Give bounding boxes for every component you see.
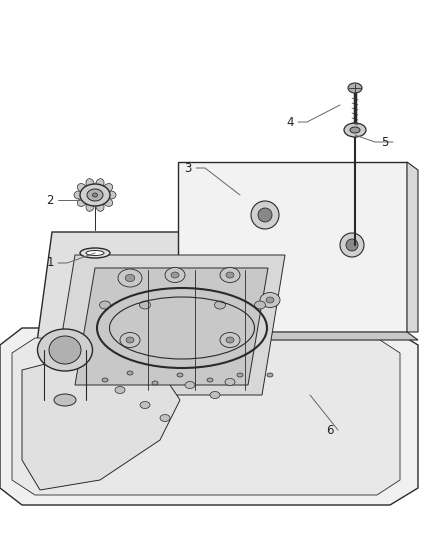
Ellipse shape: [86, 201, 94, 211]
Text: 4: 4: [286, 116, 294, 128]
Ellipse shape: [260, 293, 280, 308]
Ellipse shape: [126, 337, 134, 343]
Ellipse shape: [125, 274, 135, 281]
Ellipse shape: [99, 301, 110, 309]
Ellipse shape: [266, 297, 274, 303]
Ellipse shape: [103, 198, 113, 206]
Polygon shape: [28, 232, 320, 408]
Ellipse shape: [348, 83, 362, 93]
Text: 1: 1: [46, 256, 54, 270]
Ellipse shape: [220, 333, 240, 348]
Ellipse shape: [118, 269, 142, 287]
Ellipse shape: [160, 415, 170, 422]
Ellipse shape: [92, 193, 98, 197]
Ellipse shape: [80, 248, 110, 258]
Ellipse shape: [350, 127, 360, 133]
Ellipse shape: [127, 371, 133, 375]
Ellipse shape: [140, 401, 150, 408]
Ellipse shape: [120, 333, 140, 348]
Ellipse shape: [86, 251, 104, 255]
Ellipse shape: [80, 184, 110, 206]
Ellipse shape: [86, 179, 94, 189]
Polygon shape: [75, 268, 268, 385]
Ellipse shape: [225, 378, 235, 385]
Ellipse shape: [226, 272, 234, 278]
Ellipse shape: [185, 382, 195, 389]
Polygon shape: [22, 355, 180, 490]
Ellipse shape: [103, 183, 113, 192]
Polygon shape: [52, 255, 285, 395]
Ellipse shape: [237, 373, 243, 377]
Ellipse shape: [115, 386, 125, 393]
Polygon shape: [170, 332, 418, 340]
Ellipse shape: [254, 301, 265, 309]
Ellipse shape: [78, 183, 87, 192]
Ellipse shape: [96, 201, 104, 211]
Ellipse shape: [344, 123, 366, 137]
Polygon shape: [12, 338, 400, 495]
Ellipse shape: [207, 378, 213, 382]
Ellipse shape: [139, 301, 151, 309]
Ellipse shape: [49, 336, 81, 364]
Ellipse shape: [102, 378, 108, 382]
Polygon shape: [28, 408, 325, 424]
Ellipse shape: [171, 272, 179, 278]
Polygon shape: [295, 232, 350, 424]
Polygon shape: [178, 162, 407, 332]
Polygon shape: [0, 328, 418, 505]
Ellipse shape: [96, 179, 104, 189]
Ellipse shape: [251, 201, 279, 229]
Ellipse shape: [346, 239, 358, 251]
Polygon shape: [407, 162, 418, 332]
Ellipse shape: [87, 189, 103, 201]
Text: 6: 6: [326, 424, 334, 437]
Ellipse shape: [215, 301, 226, 309]
Ellipse shape: [165, 268, 185, 282]
Ellipse shape: [340, 233, 364, 257]
Ellipse shape: [74, 191, 84, 199]
Ellipse shape: [226, 337, 234, 343]
Text: 3: 3: [184, 161, 192, 174]
Ellipse shape: [152, 381, 158, 385]
Ellipse shape: [220, 268, 240, 282]
Ellipse shape: [106, 191, 116, 199]
Ellipse shape: [38, 329, 92, 371]
Ellipse shape: [78, 198, 87, 206]
Ellipse shape: [267, 373, 273, 377]
Ellipse shape: [210, 392, 220, 399]
Ellipse shape: [177, 373, 183, 377]
Text: 5: 5: [381, 135, 389, 149]
Text: 2: 2: [46, 193, 54, 206]
Ellipse shape: [54, 394, 76, 406]
Ellipse shape: [258, 208, 272, 222]
